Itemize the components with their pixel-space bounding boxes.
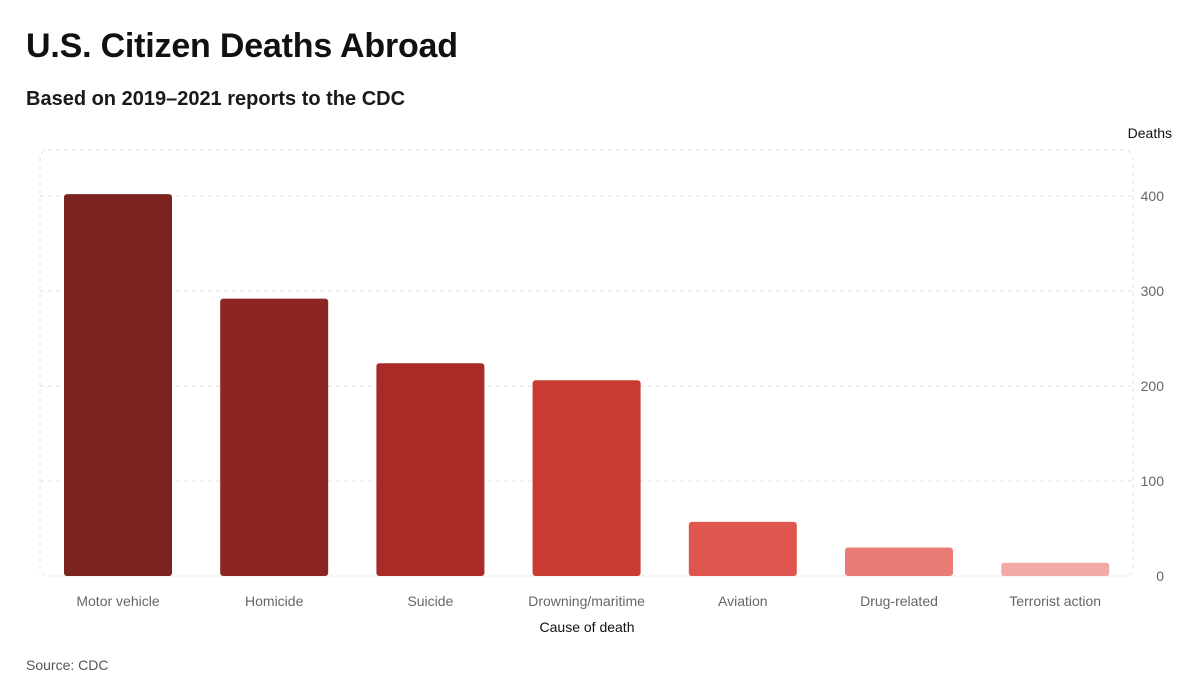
x-tick-label: Aviation xyxy=(718,593,768,609)
bars-layer xyxy=(64,194,1110,576)
bar xyxy=(376,363,485,576)
bar xyxy=(64,194,172,576)
y-axis-title: Deaths xyxy=(1128,125,1172,141)
chart-subtitle: Based on 2019–2021 reports to the CDC xyxy=(26,88,406,110)
y-tick-label: 0 xyxy=(1156,568,1164,584)
x-tick-label: Suicide xyxy=(407,593,453,609)
y-tick-label: 200 xyxy=(1141,378,1165,394)
x-tick-label: Motor vehicle xyxy=(76,593,159,609)
bar xyxy=(1001,562,1110,576)
y-tick-label: 400 xyxy=(1141,188,1165,204)
bar xyxy=(220,298,329,576)
source-note: Source: CDC xyxy=(26,657,109,673)
y-tick-label: 100 xyxy=(1141,473,1165,489)
y-tick-label: 300 xyxy=(1141,283,1165,299)
bar xyxy=(845,547,953,576)
x-tick-label: Drowning/maritime xyxy=(528,593,645,609)
bar xyxy=(532,380,641,576)
chart-title: U.S. Citizen Deaths Abroad xyxy=(26,27,458,65)
x-axis-title: Cause of death xyxy=(540,619,635,635)
x-tick-label: Homicide xyxy=(245,593,304,609)
x-tick-label: Terrorist action xyxy=(1009,593,1101,609)
bar xyxy=(688,521,797,576)
ticks-layer: 0 100 200 300 400 Motor vehicle Homicide Suicid… xyxy=(76,188,1164,609)
x-tick-label: Drug-related xyxy=(860,593,938,609)
